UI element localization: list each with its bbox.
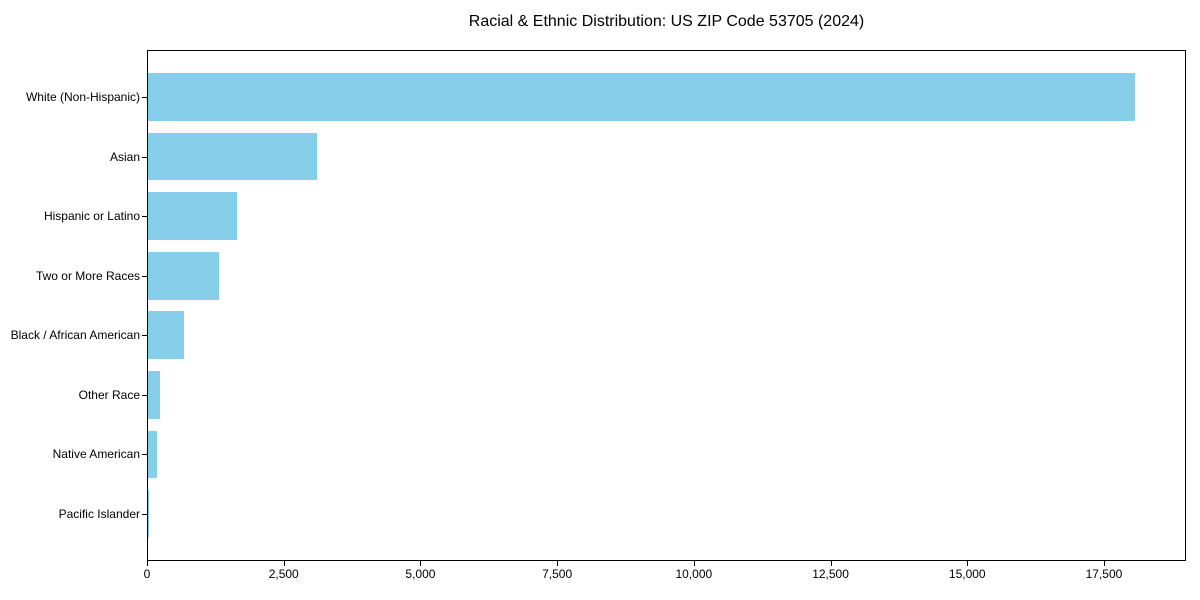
x-tick-mark <box>420 561 422 566</box>
y-tick-mark <box>142 216 147 218</box>
y-tick-label: Black / African American <box>10 328 140 343</box>
bar-asian <box>148 132 317 181</box>
x-tick-label: 10,000 <box>675 567 713 581</box>
x-tick-mark <box>283 561 285 566</box>
x-tick-mark <box>147 561 148 566</box>
y-tick-label: Hispanic or Latino <box>43 209 140 224</box>
y-tick-mark <box>142 275 147 277</box>
x-tick-label: 0 <box>143 567 151 581</box>
y-tick-mark <box>142 513 147 515</box>
bar-black-african-american <box>148 311 185 360</box>
bar-white-non-hispanic <box>148 73 1136 121</box>
x-tick-label: 5,000 <box>405 567 436 581</box>
bar-pacific-islander <box>148 490 149 538</box>
x-tick-label: 17,500 <box>1085 567 1123 581</box>
y-tick-label: Native American <box>52 447 140 462</box>
bar-native-american <box>148 430 158 479</box>
x-tick-mark <box>693 561 695 566</box>
bar-two-or-more-races <box>148 251 220 300</box>
y-tick-label: Two or More Races <box>35 268 140 283</box>
x-tick-label: 7,500 <box>542 567 573 581</box>
y-tick-label: Pacific Islander <box>58 506 140 521</box>
y-tick-mark <box>142 335 147 337</box>
x-tick-label: 12,500 <box>812 567 849 581</box>
y-tick-mark <box>142 97 147 99</box>
bar-other-race <box>148 371 160 419</box>
x-tick-mark <box>967 561 969 566</box>
x-tick-label: 2,500 <box>268 567 299 581</box>
y-tick-mark <box>142 156 147 158</box>
x-tick-mark <box>830 561 832 566</box>
y-tick-label: Other Race <box>78 387 140 402</box>
chart-title: Racial & Ethnic Distribution: US ZIP Cod… <box>468 13 865 30</box>
y-tick-label: White (Non-Hispanic) <box>25 90 140 105</box>
y-tick-mark <box>142 394 147 396</box>
x-tick-mark <box>1103 561 1105 566</box>
plot-area <box>147 50 1186 561</box>
x-tick-mark <box>557 561 559 566</box>
bar-hispanic-or-latino <box>148 192 238 240</box>
y-tick-mark <box>142 454 147 456</box>
y-tick-label: Asian <box>109 149 140 164</box>
x-tick-label: 15,000 <box>948 567 986 581</box>
